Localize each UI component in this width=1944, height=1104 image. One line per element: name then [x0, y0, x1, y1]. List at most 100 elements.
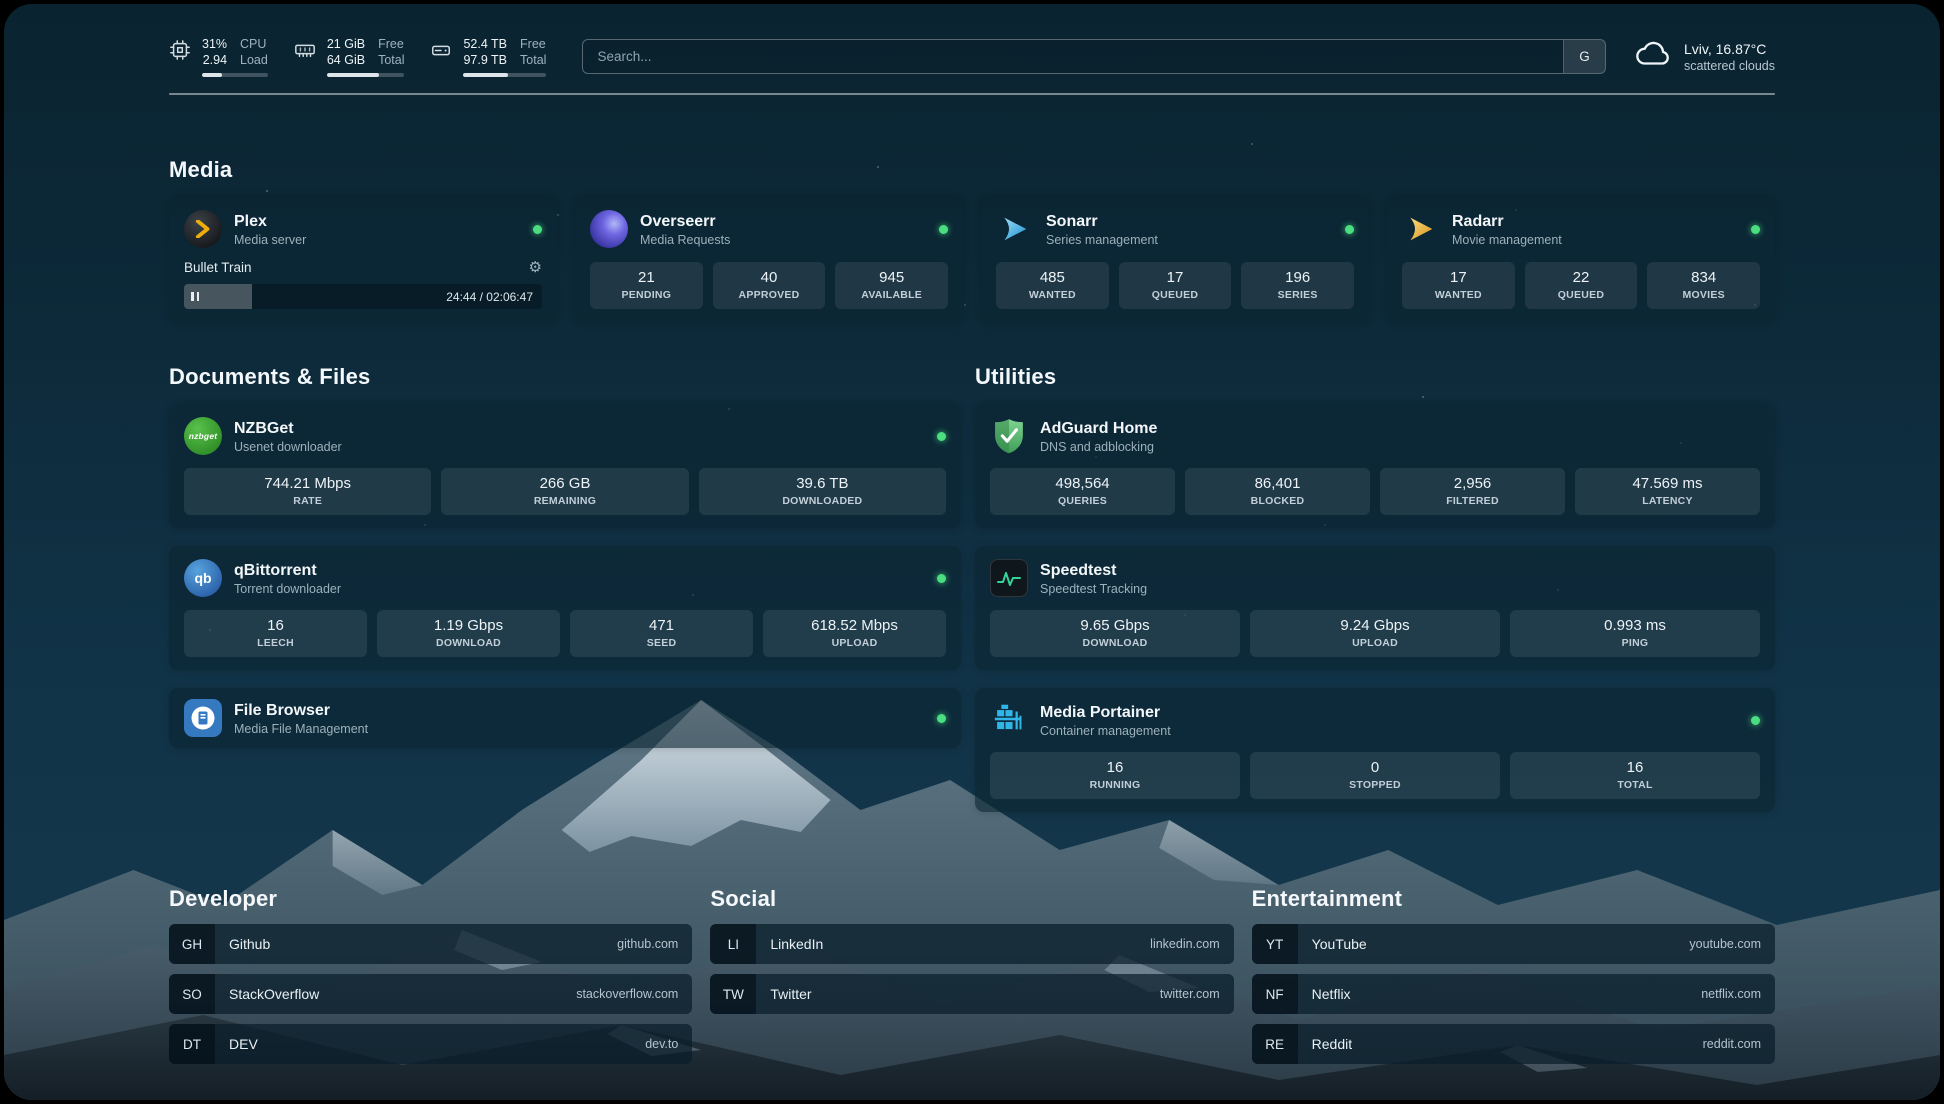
status-dot	[1751, 224, 1760, 234]
section-header-developer: Developer	[169, 886, 278, 911]
service-subtitle: Media File Management	[234, 721, 369, 736]
search-bar[interactable]: G	[582, 39, 1606, 74]
stat-rate: 744.21 Mbps RATE	[184, 468, 432, 515]
speedtest-icon	[990, 559, 1029, 597]
service-card-plex[interactable]: Plex Media server Bullet Train ⚙ 24:44 /…	[169, 197, 557, 322]
bookmark-name: Github	[229, 936, 271, 952]
pause-icon[interactable]	[191, 284, 199, 309]
filebrowser-icon	[184, 699, 222, 737]
bookmark-url: linkedin.com	[1150, 937, 1220, 951]
stat-value: 266 GB	[539, 475, 591, 492]
ram-free-label: Free	[378, 37, 404, 51]
adguard-icon	[990, 417, 1028, 455]
bookmark-reddit[interactable]: RE Reddit reddit.com	[1251, 1024, 1775, 1064]
service-card-radarr[interactable]: Radarr Movie management 17 WANTED 22 QUE…	[1387, 197, 1775, 322]
stat-download: 1.19 Gbps DOWNLOAD	[377, 610, 561, 657]
radarr-icon	[1402, 210, 1440, 248]
stat-stopped: 0 STOPPED	[1250, 752, 1500, 799]
bookmark-youtube[interactable]: YT YouTube youtube.com	[1251, 924, 1775, 964]
service-card-nzbget[interactable]: nzbget NZBGet Usenet downloader 744.21 M…	[169, 404, 962, 528]
status-dot	[937, 431, 947, 441]
top-bar: 31% CPU 2.94 Load 21 GiB Free	[169, 4, 1775, 77]
bookmark-linkedin[interactable]: LI LinkedIn linkedin.com	[710, 924, 1234, 964]
stat-label: QUEUED	[1557, 289, 1605, 301]
dashboard-screen: 31% CPU 2.94 Load 21 GiB Free	[4, 4, 1940, 1100]
bookmark-url: twitter.com	[1159, 987, 1220, 1001]
stat-wanted: 485 WANTED	[996, 262, 1109, 309]
service-card-portainer[interactable]: Media Portainer Container management 16 …	[975, 688, 1775, 812]
stat-leech: 16 LEECH	[184, 610, 367, 657]
stat-blocked: 86,401 BLOCKED	[1185, 468, 1371, 515]
search-input[interactable]	[583, 40, 1563, 73]
bookmark-url: stackoverflow.com	[576, 987, 679, 1001]
bookmark-abbr: SO	[169, 974, 215, 1014]
playback-progress-bar[interactable]: 24:44 / 02:06:47	[184, 284, 542, 309]
stat-label: QUEUED	[1151, 289, 1199, 301]
stat-label: APPROVED	[738, 289, 800, 301]
stat-value: 471	[649, 617, 675, 634]
stat-queued: 22 QUEUED	[1524, 262, 1638, 309]
bookmark-name: DEV	[229, 1036, 258, 1052]
bookmark-github[interactable]: GH Github github.com	[169, 924, 693, 964]
playback-progress-fill	[184, 284, 253, 309]
stat-pending: 21 PENDING	[590, 262, 703, 309]
disk-free-value: 52.4 TB	[463, 37, 508, 51]
stat-value: 618.52 Mbps	[811, 617, 898, 634]
stat-queries: 498,564 QUERIES	[990, 468, 1176, 515]
stat-value: 2,956	[1453, 475, 1492, 492]
section-header-media: Media	[169, 157, 233, 182]
service-subtitle: Movie management	[1452, 232, 1562, 247]
bookmark-name: StackOverflow	[229, 986, 320, 1002]
bookmark-dev[interactable]: DT DEV dev.to	[169, 1024, 693, 1064]
bookmark-url: reddit.com	[1702, 1037, 1761, 1051]
disk-total-value: 97.9 TB	[463, 53, 508, 67]
bookmark-netflix[interactable]: NF Netflix netflix.com	[1251, 974, 1775, 1014]
stat-value: 16	[267, 617, 284, 634]
ram-icon	[294, 39, 316, 66]
status-dot	[1751, 715, 1760, 725]
stat-value: 16	[1626, 759, 1644, 776]
portainer-icon	[990, 701, 1028, 739]
bookmark-url: github.com	[617, 937, 679, 951]
service-card-qbittorrent[interactable]: qb qBittorrent Torrent downloader 16 LEE…	[169, 546, 962, 670]
status-dot	[533, 224, 542, 234]
service-card-overseerr[interactable]: Overseerr Media Requests 21 PENDING 40 A…	[575, 197, 963, 322]
bookmark-abbr: RE	[1251, 1024, 1298, 1064]
cpu-label: CPU	[240, 37, 267, 51]
bookmark-name: Reddit	[1311, 1036, 1353, 1052]
service-title: Radarr	[1452, 212, 1504, 230]
cpu-percent-value: 31%	[202, 37, 228, 51]
cpu-icon	[169, 39, 191, 66]
stat-label: LATENCY	[1642, 495, 1693, 507]
bookmark-twitter[interactable]: TW Twitter twitter.com	[710, 974, 1234, 1014]
service-subtitle: Media Requests	[640, 232, 731, 247]
section-header-social: Social	[710, 886, 777, 911]
stat-value: 834	[1691, 269, 1717, 286]
service-card-adguard[interactable]: AdGuard Home DNS and adblocking 498,564 …	[975, 404, 1775, 528]
stat-label: WANTED	[1434, 289, 1482, 301]
settings-gear-icon[interactable]: ⚙	[528, 258, 542, 276]
qbittorrent-icon-text: qb	[194, 570, 212, 586]
stat-total: 16 TOTAL	[1510, 752, 1760, 799]
bookmark-group-developer: Developer GH Github github.com SO StackO…	[169, 886, 693, 1074]
stat-label: STOPPED	[1349, 779, 1401, 791]
service-title: File Browser	[234, 701, 331, 719]
stat-filtered: 2,956 FILTERED	[1380, 468, 1565, 515]
snow-specks	[4, 4, 6, 6]
bookmark-stackoverflow[interactable]: SO StackOverflow stackoverflow.com	[169, 974, 693, 1014]
stat-label: SEED	[646, 637, 677, 649]
stat-value: 744.21 Mbps	[264, 475, 352, 492]
status-dot	[939, 224, 948, 234]
service-card-sonarr[interactable]: Sonarr Series management 485 WANTED 17 Q…	[981, 197, 1369, 322]
disk-free-label: Free	[520, 37, 546, 51]
service-card-filebrowser[interactable]: File Browser Media File Management	[169, 688, 962, 748]
stat-available: 945 AVAILABLE	[835, 262, 948, 309]
search-engine-button[interactable]: G	[1562, 40, 1605, 73]
stat-value: 0.993 ms	[1604, 617, 1666, 634]
service-title: Plex	[234, 212, 267, 230]
bookmark-abbr: YT	[1251, 924, 1298, 964]
service-title: qBittorrent	[234, 561, 317, 579]
service-card-speedtest[interactable]: Speedtest Speedtest Tracking 9.65 Gbps D…	[975, 546, 1775, 670]
stat-download: 9.65 Gbps DOWNLOAD	[990, 610, 1241, 657]
status-dot	[937, 713, 947, 723]
